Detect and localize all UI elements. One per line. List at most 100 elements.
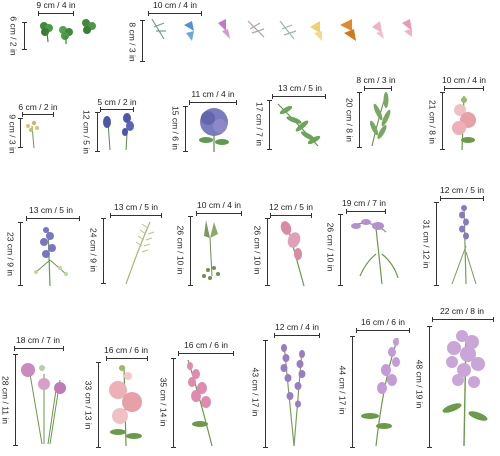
freesia-image: [351, 219, 399, 285]
leaves-image: [369, 92, 391, 147]
clover-image: [40, 19, 96, 44]
height-arrow: [338, 214, 343, 286]
height-label: 28 cm / 11 in: [0, 375, 11, 425]
width-arrow: [100, 107, 134, 112]
height-arrow: [183, 106, 188, 152]
hydrangea-image: [199, 108, 229, 152]
width-label: 10 cm / 4 in: [442, 75, 486, 85]
width-label: 11 cm / 4 in: [191, 89, 235, 99]
width-label: 13 cm / 5 in: [29, 205, 73, 215]
foxglove-image: [361, 337, 400, 447]
width-label: 10 cm / 4 in: [153, 0, 197, 10]
width-label: 6 cm / 2 in: [18, 102, 58, 112]
height-label: 33 cm / 13 in: [83, 380, 94, 430]
height-arrow: [140, 20, 145, 62]
height-arrow: [427, 326, 432, 448]
hollyhock-image: [109, 365, 142, 447]
height-arrow: [434, 202, 439, 286]
height-label: 20 cm / 8 in: [344, 98, 355, 142]
height-arrow: [101, 218, 106, 284]
poppy-image: [21, 363, 66, 445]
height-arrow: [95, 112, 100, 152]
height-label: 44 cm / 17 in: [337, 365, 348, 415]
height-arrow: [96, 362, 101, 448]
larkspur-image: [34, 227, 68, 287]
width-label: 8 cm / 3 in: [356, 75, 396, 85]
height-arrow: [22, 22, 27, 50]
lavender-image: [280, 343, 306, 447]
height-arrow: [357, 92, 362, 148]
width-label: 10 cm / 4 in: [197, 200, 241, 210]
lilac-image: [442, 330, 488, 447]
width-label: 16 cm / 6 in: [104, 345, 148, 355]
width-label: 12 cm / 5 in: [269, 202, 313, 212]
height-label: 24 cm / 9 in: [88, 228, 99, 272]
insects-image: [151, 18, 412, 41]
height-label: 26 cm / 10 in: [252, 225, 263, 275]
height-label: 43 cm / 17 in: [250, 367, 261, 417]
grass-image: [125, 221, 155, 285]
width-label: 12 cm / 5 in: [440, 185, 484, 195]
width-label: 19 cm / 7 in: [342, 198, 386, 208]
width-arrow: [346, 209, 386, 214]
height-arrow: [265, 218, 270, 286]
lavender-image: [451, 205, 477, 285]
width-arrow: [38, 11, 74, 16]
width-arrow: [274, 333, 320, 338]
width-arrow: [440, 196, 484, 201]
height-arrow: [18, 118, 23, 148]
height-label: 9 cm / 3 in: [7, 114, 18, 154]
width-arrow: [189, 100, 237, 105]
height-label: 48 cm / 19 in: [414, 359, 425, 409]
height-label: 17 cm / 7 in: [254, 102, 265, 146]
width-arrow: [110, 213, 162, 218]
height-label: 12 cm / 5 in: [81, 110, 92, 154]
height-label: 31 cm / 12 in: [421, 219, 432, 269]
height-arrow: [267, 100, 272, 150]
width-label: 13 cm / 5 in: [114, 202, 158, 212]
height-label: 26 cm / 10 in: [175, 225, 186, 275]
height-label: 26 cm / 10 in: [325, 222, 336, 272]
height-label: 35 cm / 14 in: [158, 377, 169, 427]
width-label: 22 cm / 8 in: [440, 306, 484, 316]
width-label: 5 cm / 2 in: [97, 97, 137, 107]
width-arrow: [178, 351, 234, 356]
width-arrow: [196, 211, 242, 216]
bud-image: [26, 121, 39, 149]
height-arrow: [188, 216, 193, 286]
height-arrow: [350, 336, 355, 448]
leaves-image: [277, 103, 321, 147]
height-label: 8 cm / 3 in: [127, 22, 138, 62]
height-label: 21 cm / 8 in: [427, 100, 438, 144]
width-arrow: [22, 112, 54, 117]
height-arrow: [263, 340, 268, 448]
width-arrow: [106, 356, 148, 361]
foxglove-image: [187, 359, 213, 447]
width-label: 13 cm / 5 in: [278, 83, 322, 93]
width-arrow: [356, 328, 410, 333]
height-arrow: [13, 354, 18, 446]
width-arrow: [364, 86, 392, 91]
width-arrow: [272, 94, 326, 99]
width-arrow: [270, 213, 312, 218]
height-arrow: [18, 222, 23, 286]
width-label: 16 cm / 6 in: [184, 340, 228, 350]
hollyhock-image: [452, 95, 476, 151]
height-arrow: [171, 358, 176, 448]
width-label: 9 cm / 4 in: [36, 0, 76, 10]
bluebell-image: [103, 113, 134, 151]
bell-image: [280, 221, 305, 287]
width-arrow: [432, 317, 494, 322]
height-label: 15 cm / 6 in: [170, 106, 181, 150]
height-label: 23 cm / 9 in: [5, 232, 16, 276]
dandelion-image: [202, 220, 220, 280]
width-arrow: [14, 346, 64, 351]
width-arrow: [148, 11, 202, 16]
width-label: 16 cm / 6 in: [361, 317, 405, 327]
width-label: 18 cm / 7 in: [16, 335, 60, 345]
height-arrow: [440, 92, 445, 150]
width-arrow: [26, 216, 80, 221]
height-label: 6 cm / 2 in: [8, 16, 19, 56]
width-arrow: [444, 86, 484, 91]
width-label: 12 cm / 4 in: [275, 322, 319, 332]
